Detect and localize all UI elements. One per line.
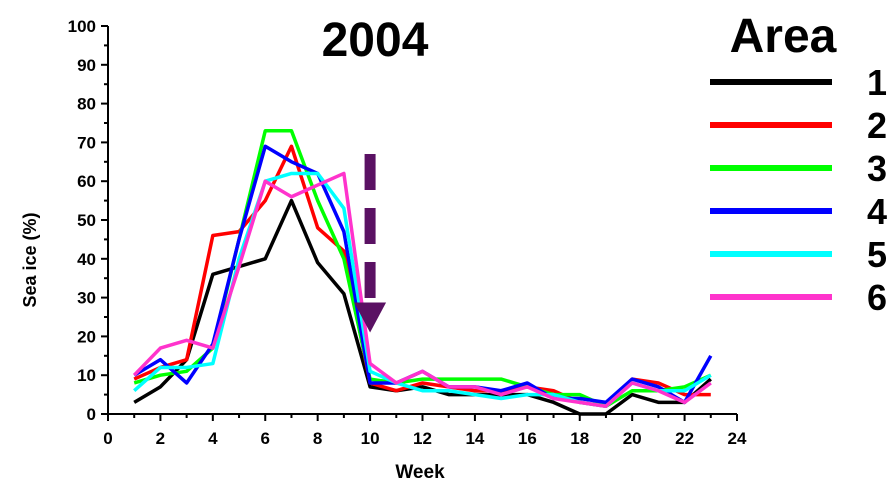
- y-tick-label: 80: [77, 95, 96, 114]
- legend-label-6: 6: [867, 277, 887, 318]
- y-tick-label: 10: [77, 366, 96, 385]
- y-tick-label: 30: [77, 289, 96, 308]
- y-axis-title: Sea ice (%): [20, 212, 40, 307]
- y-tick-label: 70: [77, 133, 96, 152]
- x-tick-label: 24: [728, 429, 747, 448]
- legend-label-2: 2: [867, 105, 887, 146]
- legend-label-5: 5: [867, 234, 887, 275]
- x-tick-label: 20: [623, 429, 642, 448]
- y-tick-label: 100: [68, 17, 96, 36]
- y-tick-label: 60: [77, 172, 96, 191]
- y-tick-label: 20: [77, 327, 96, 346]
- x-axis-title: Week: [395, 462, 445, 479]
- x-tick-label: 10: [361, 429, 380, 448]
- chart-title: 2004: [322, 14, 429, 67]
- series-lines: [132, 129, 713, 416]
- x-tick-label: 0: [103, 429, 112, 448]
- series-line-area-2: [133, 144, 711, 408]
- series-line-area-3: [133, 129, 712, 408]
- y-tick-label: 0: [87, 405, 96, 424]
- arrow-head: [354, 302, 387, 333]
- legend-label-3: 3: [867, 148, 887, 189]
- x-tick-label: 6: [261, 429, 270, 448]
- x-tick-label: 22: [675, 429, 694, 448]
- x-tick-label: 16: [518, 429, 537, 448]
- axes: 0 2 4 6 8 10 12 14 16 18 20 22 240102030405060708090…: [68, 17, 747, 448]
- x-tick-label: 14: [465, 429, 484, 448]
- y-tick-label: 40: [77, 250, 96, 269]
- legend-label-1: 1: [867, 62, 887, 103]
- legend-title: Area: [730, 10, 837, 63]
- x-tick-label: 18: [570, 429, 589, 448]
- legend-label-4: 4: [867, 191, 887, 232]
- series-line-area-6: [132, 171, 712, 408]
- y-tick-label: 90: [77, 56, 96, 75]
- y-tick-label: 50: [77, 211, 96, 230]
- x-tick-label: 8: [313, 429, 322, 448]
- series-line-area-4: [133, 144, 713, 405]
- x-tick-label: 4: [208, 429, 218, 448]
- x-tick-label: 2: [156, 429, 165, 448]
- annotation-arrow: [354, 154, 387, 333]
- x-tick-label: 12: [413, 429, 432, 448]
